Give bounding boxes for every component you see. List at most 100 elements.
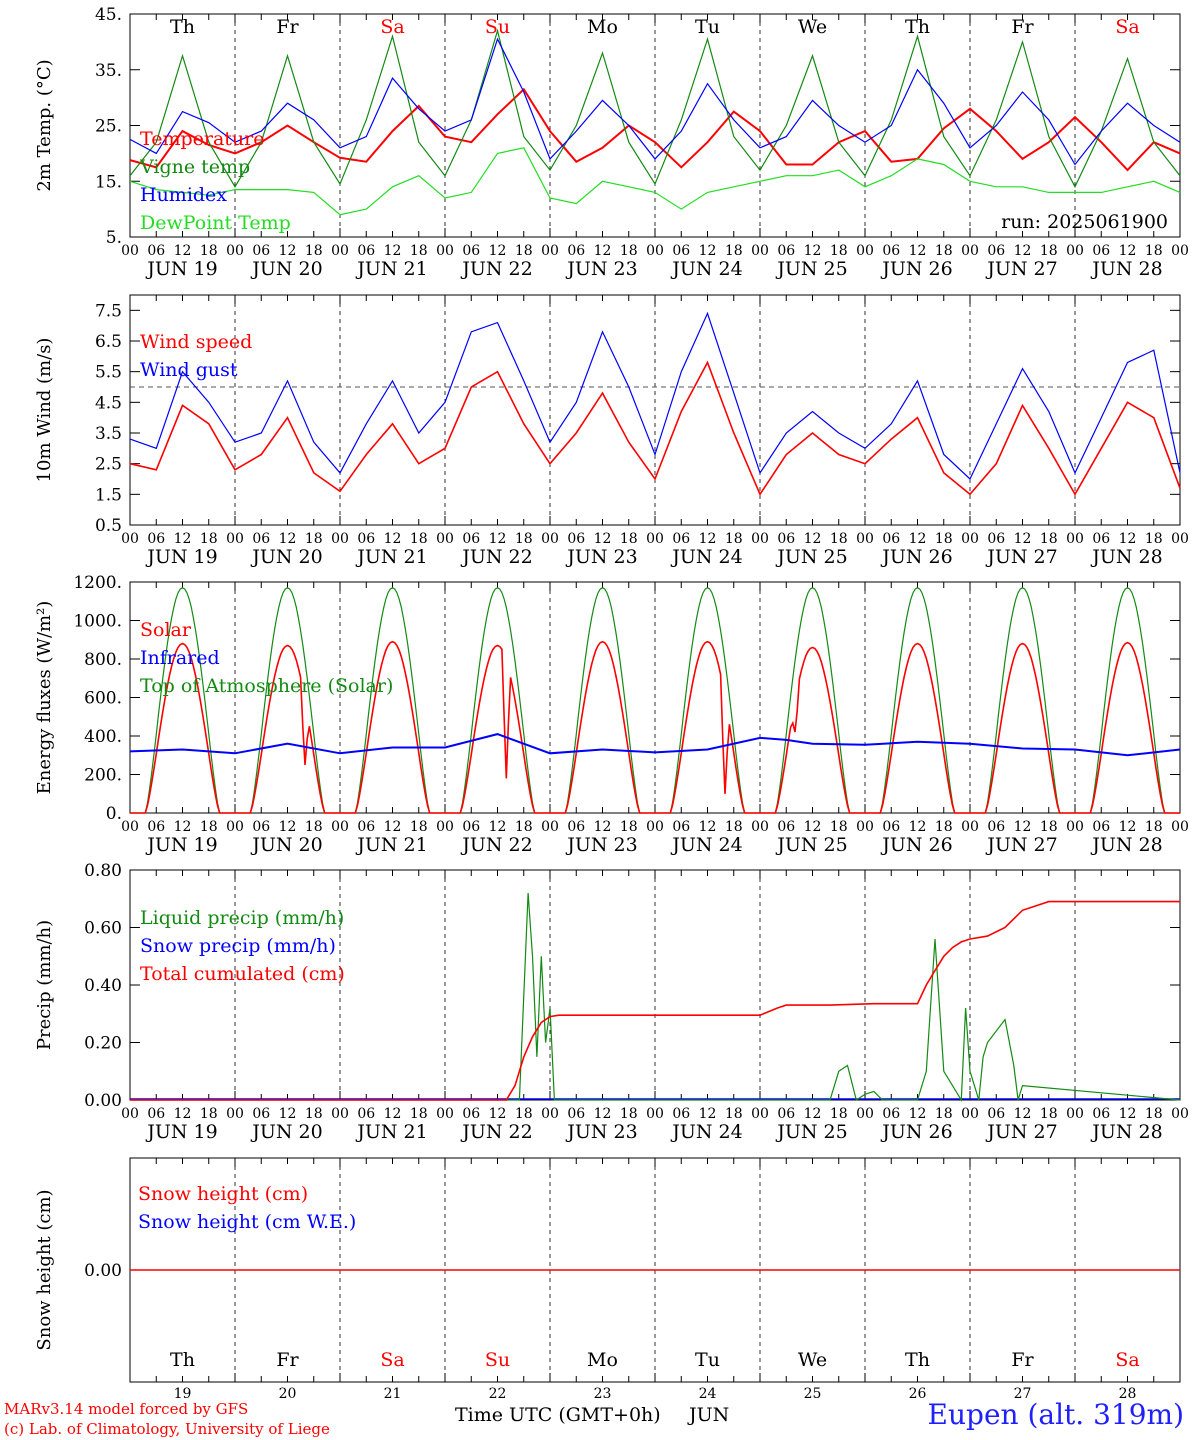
hour-label: 12 (909, 531, 927, 547)
hour-label: 00 (226, 531, 244, 547)
date-label: JUN 27 (985, 258, 1057, 280)
weekday-label: Sa (380, 16, 404, 38)
hour-label: 12 (594, 819, 612, 835)
date-label: JUN 25 (775, 546, 847, 568)
hour-label: 00 (331, 531, 349, 547)
hour-label: 18 (305, 819, 323, 835)
date-label: JUN 19 (145, 834, 217, 856)
hour-label: 18 (410, 1106, 428, 1122)
legend-entry: Snow height (cm) (138, 1183, 308, 1205)
hour-label: 12 (909, 243, 927, 259)
hour-label: 12 (489, 243, 507, 259)
date-label: JUN 25 (775, 258, 847, 280)
y-tick-label: 600. (84, 689, 122, 709)
hour-label: 00 (961, 531, 979, 547)
y-tick-label: 1.5 (95, 485, 122, 505)
weekday-label: We (798, 16, 827, 38)
hour-label: 00 (1066, 243, 1084, 259)
y-tick-label: 1000. (73, 612, 122, 632)
hour-label: 00 (961, 243, 979, 259)
weekday-label: Fr (1011, 16, 1034, 38)
hour-label: 18 (200, 1106, 218, 1122)
y-tick-label: 0.40 (84, 976, 122, 996)
hour-label: 00 (121, 531, 139, 547)
y-tick-label: 2.5 (95, 455, 122, 475)
legend-entry: Liquid precip (mm/h) (140, 907, 344, 929)
hour-label: 18 (515, 243, 533, 259)
hour-label: 18 (620, 1106, 638, 1122)
hour-label: 06 (567, 243, 585, 259)
hour-label: 18 (1040, 531, 1058, 547)
legend-entry: DewPoint Temp (140, 212, 291, 234)
legend-entry: Snow height (cm W.E.) (138, 1211, 356, 1233)
hour-label: 06 (1092, 531, 1110, 547)
weekday-label: Fr (276, 1349, 299, 1371)
weekday-label: Mo (587, 16, 618, 38)
day-number-label: 26 (909, 1386, 927, 1402)
hour-label: 12 (804, 531, 822, 547)
legend-entry: Wind speed (140, 331, 252, 353)
hour-label: 00 (751, 819, 769, 835)
hour-label: 00 (856, 243, 874, 259)
day-number-label: 23 (594, 1386, 612, 1402)
hour-label: 00 (436, 243, 454, 259)
legend-entry: Total cumulated (cm) (140, 963, 345, 985)
hour-label: 18 (1145, 819, 1163, 835)
hour-label: 00 (436, 819, 454, 835)
hour-label: 00 (331, 243, 349, 259)
y-tick-label: 5. (106, 228, 122, 248)
hour-label: 12 (384, 531, 402, 547)
weekday-label: Sa (1115, 1349, 1139, 1371)
series-line (130, 900, 1180, 1101)
hour-label: 12 (384, 1106, 402, 1122)
y-tick-label: 0.80 (84, 861, 122, 881)
weekday-label: Th (170, 1349, 195, 1371)
hour-label: 12 (594, 243, 612, 259)
footer-xlabel: Time UTC (GMT+0h) (455, 1404, 661, 1426)
legend-entry: Solar (140, 619, 192, 641)
hour-label: 12 (699, 531, 717, 547)
hour-label: 06 (1092, 1106, 1110, 1122)
weekday-label: Su (485, 1349, 510, 1371)
hour-label: 18 (935, 243, 953, 259)
date-label: JUN 22 (460, 258, 532, 280)
hour-label: 00 (121, 243, 139, 259)
legend-entry: Snow precip (mm/h) (140, 935, 336, 957)
hour-label: 00 (856, 531, 874, 547)
hour-label: 12 (1119, 819, 1137, 835)
hour-label: 00 (541, 243, 559, 259)
legend-entry: Infrared (140, 647, 220, 669)
hour-label: 12 (174, 819, 192, 835)
date-label: JUN 28 (1090, 834, 1162, 856)
hour-label: 12 (489, 531, 507, 547)
weekday-label: Sa (380, 1349, 404, 1371)
date-label: JUN 25 (775, 834, 847, 856)
series-line (129, 311, 1181, 480)
y-tick-label: 6.5 (95, 332, 122, 352)
date-label: JUN 28 (1090, 546, 1162, 568)
weekday-label: Th (170, 16, 195, 38)
y-axis-label: Snow height (cm) (34, 1189, 55, 1350)
series-line (130, 640, 1180, 814)
hour-label: 18 (830, 243, 848, 259)
hour-label: 00 (961, 1106, 979, 1122)
hour-label: 06 (777, 819, 795, 835)
day-number-label: 25 (804, 1386, 822, 1402)
date-label: JUN 28 (1090, 258, 1162, 280)
hour-label: 18 (305, 243, 323, 259)
date-label: JUN 23 (565, 258, 637, 280)
hour-label: 00 (646, 531, 664, 547)
hour-label: 06 (567, 819, 585, 835)
y-axis-label: Precip (mm/h) (34, 920, 55, 1050)
hour-label: 00 (1171, 531, 1189, 547)
footer-month: JUN (689, 1404, 730, 1426)
weekday-label: Tu (695, 1349, 720, 1371)
date-label: JUN 26 (880, 546, 952, 568)
date-label: JUN 20 (250, 834, 322, 856)
date-label: JUN 20 (250, 258, 322, 280)
hour-label: 00 (646, 1106, 664, 1122)
hour-label: 06 (462, 1106, 480, 1122)
hour-label: 18 (1145, 243, 1163, 259)
hour-label: 12 (279, 1106, 297, 1122)
